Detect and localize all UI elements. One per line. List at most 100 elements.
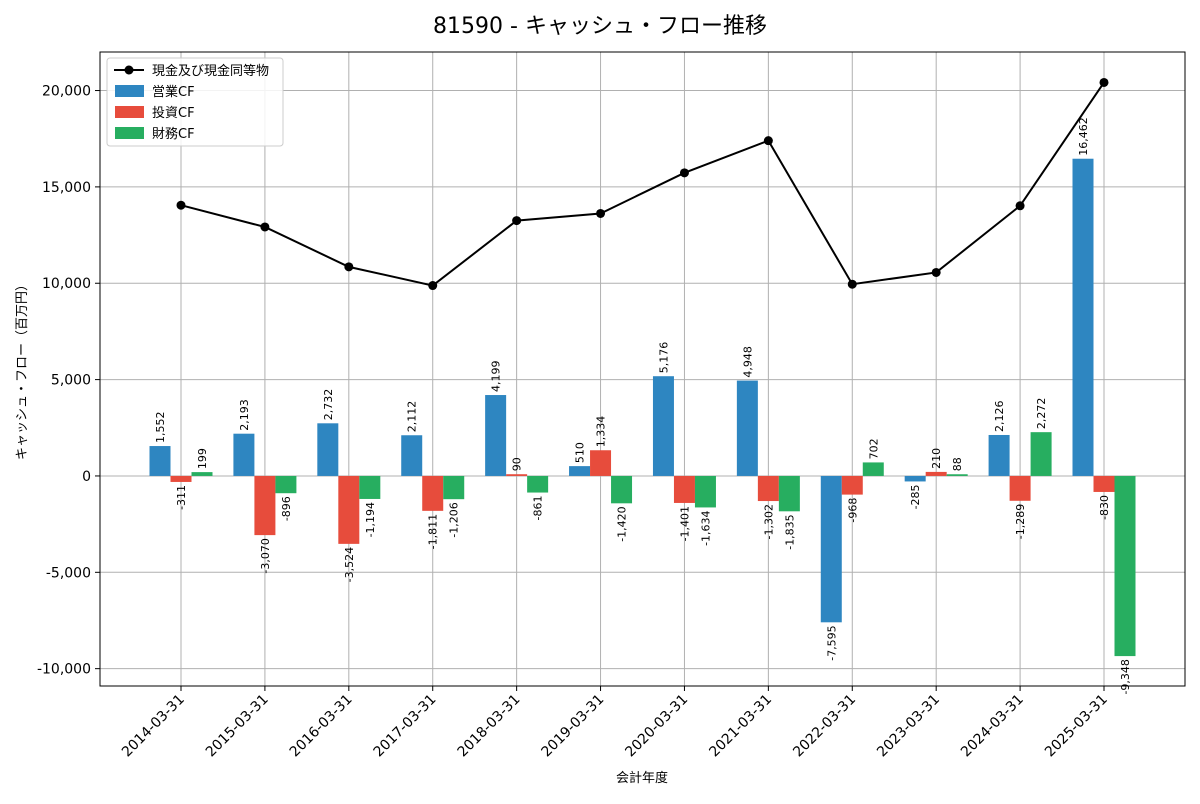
y-tick-label: 10,000: [42, 276, 91, 292]
bar-営業CF-2016-03-31: [317, 423, 339, 476]
bar-投資CF-2015-03-31: [254, 475, 276, 536]
cash-point-2019-03-31: [596, 208, 606, 218]
bar-value-label: 210: [930, 448, 943, 469]
cash-point-2024-03-31: [1015, 201, 1025, 211]
bar-value-label: 510: [574, 442, 587, 463]
bar-財務CF-2020-03-31: [694, 475, 716, 508]
bar-value-label: -1,401: [678, 506, 691, 541]
bar-value-label: -1,835: [783, 514, 796, 549]
bar-財務CF-2024-03-31: [1030, 432, 1052, 476]
bar-投資CF-2022-03-31: [841, 475, 863, 495]
bar-value-label: 702: [867, 438, 880, 459]
bar-layer: [149, 158, 1136, 657]
bar-営業CF-2021-03-31: [736, 380, 758, 476]
bar-営業CF-2019-03-31: [569, 466, 591, 476]
bar-投資CF-2020-03-31: [673, 475, 695, 503]
bar-財務CF-2021-03-31: [778, 475, 800, 512]
bar-営業CF-2023-03-31: [904, 475, 926, 482]
bar-財務CF-2023-03-31: [946, 474, 968, 476]
bar-value-label: 90: [511, 457, 524, 471]
bar-value-label: 5,176: [657, 342, 670, 374]
bar-value-label: -1,289: [1014, 504, 1027, 539]
bar-投資CF-2021-03-31: [757, 475, 779, 502]
bar-value-label: -1,302: [762, 504, 775, 539]
bar-value-label: -3,070: [259, 538, 272, 573]
bar-value-label: -1,634: [699, 510, 712, 545]
bar-財務CF-2014-03-31: [191, 472, 213, 476]
bar-投資CF-2018-03-31: [506, 474, 528, 476]
bar-営業CF-2018-03-31: [485, 395, 507, 476]
bar-value-label: 2,272: [1035, 398, 1048, 430]
y-axis-title: キャッシュ・フロー（百万円）: [15, 278, 30, 460]
bar-財務CF-2017-03-31: [443, 475, 465, 500]
bar-営業CF-2022-03-31: [820, 475, 842, 623]
legend-marker-swatch: [124, 65, 134, 75]
bar-value-label: -285: [909, 484, 922, 509]
line-layer: [176, 77, 1109, 291]
y-tick-label: 5,000: [51, 373, 91, 389]
legend-label: 投資CF: [152, 105, 195, 121]
bar-value-label: 2,126: [993, 400, 1006, 432]
bar-value-label: -9,348: [1119, 659, 1132, 694]
legend-label: 現金及び現金同等物: [152, 63, 269, 79]
cash-point-2015-03-31: [260, 222, 270, 232]
cash-point-2016-03-31: [344, 262, 354, 272]
cash-point-2017-03-31: [428, 281, 438, 291]
bar-value-label: -861: [532, 496, 545, 521]
bar-value-label: -896: [280, 496, 293, 521]
y-tick-label: 15,000: [42, 180, 91, 196]
plot-frame: [99, 51, 1186, 687]
cash-point-2018-03-31: [512, 216, 522, 226]
bar-財務CF-2025-03-31: [1114, 475, 1136, 657]
legend-bar-swatch: [115, 127, 144, 139]
bar-投資CF-2019-03-31: [590, 450, 612, 476]
bar-投資CF-2014-03-31: [170, 475, 192, 482]
cash-line: [180, 81, 1105, 287]
legend-bar-swatch: [115, 106, 144, 118]
bar-value-label: -1,811: [427, 514, 440, 549]
bar-営業CF-2015-03-31: [233, 433, 255, 476]
legend-box: [106, 57, 284, 147]
bar-投資CF-2025-03-31: [1093, 475, 1115, 492]
bar-営業CF-2024-03-31: [988, 434, 1010, 476]
bar-value-label: -7,595: [825, 625, 838, 660]
bar-value-label: 2,193: [238, 399, 251, 431]
bar-value-label: -968: [846, 498, 859, 523]
cash-point-2022-03-31: [847, 279, 857, 289]
bar-投資CF-2024-03-31: [1009, 475, 1031, 501]
cash-point-2014-03-31: [176, 200, 186, 210]
y-tick-label: 0: [82, 469, 91, 485]
bar-value-label: 2,732: [322, 389, 335, 421]
y-tick-label: 20,000: [42, 84, 91, 100]
bar-財務CF-2022-03-31: [862, 462, 884, 476]
bar-value-label: 88: [951, 457, 964, 471]
bar-label-layer: 1,552 2,193 2,732 2,112 4,199 510 5,176 4,948 -7…: [154, 117, 1132, 694]
bar-営業CF-2020-03-31: [652, 376, 674, 476]
legend-label: 営業CF: [152, 84, 195, 100]
bar-value-label: 4,948: [741, 346, 754, 378]
bar-value-label: 2,112: [406, 401, 419, 433]
bar-財務CF-2018-03-31: [527, 475, 549, 493]
bar-value-label: -311: [175, 485, 188, 510]
bar-value-label: 4,199: [490, 361, 503, 393]
bar-投資CF-2023-03-31: [925, 471, 947, 476]
cash-point-2025-03-31: [1099, 77, 1109, 87]
legend-label: 財務CF: [152, 127, 195, 142]
bar-投資CF-2016-03-31: [338, 475, 360, 544]
bar-投資CF-2017-03-31: [422, 475, 444, 511]
bar-value-label: -3,524: [343, 547, 356, 582]
bar-value-label: -1,194: [364, 502, 377, 537]
bar-value-label: 1,552: [154, 412, 167, 444]
bar-営業CF-2025-03-31: [1072, 158, 1094, 476]
bar-value-label: 16,462: [1077, 117, 1090, 156]
cash-point-2021-03-31: [763, 136, 773, 146]
bar-財務CF-2019-03-31: [611, 475, 633, 504]
cash-point-2023-03-31: [931, 267, 941, 277]
bar-value-label: -1,206: [448, 502, 461, 537]
x-axis-title: 会計年度: [616, 770, 668, 786]
bar-value-label: 199: [196, 448, 209, 469]
y-tick-label: -5,000: [46, 565, 91, 581]
